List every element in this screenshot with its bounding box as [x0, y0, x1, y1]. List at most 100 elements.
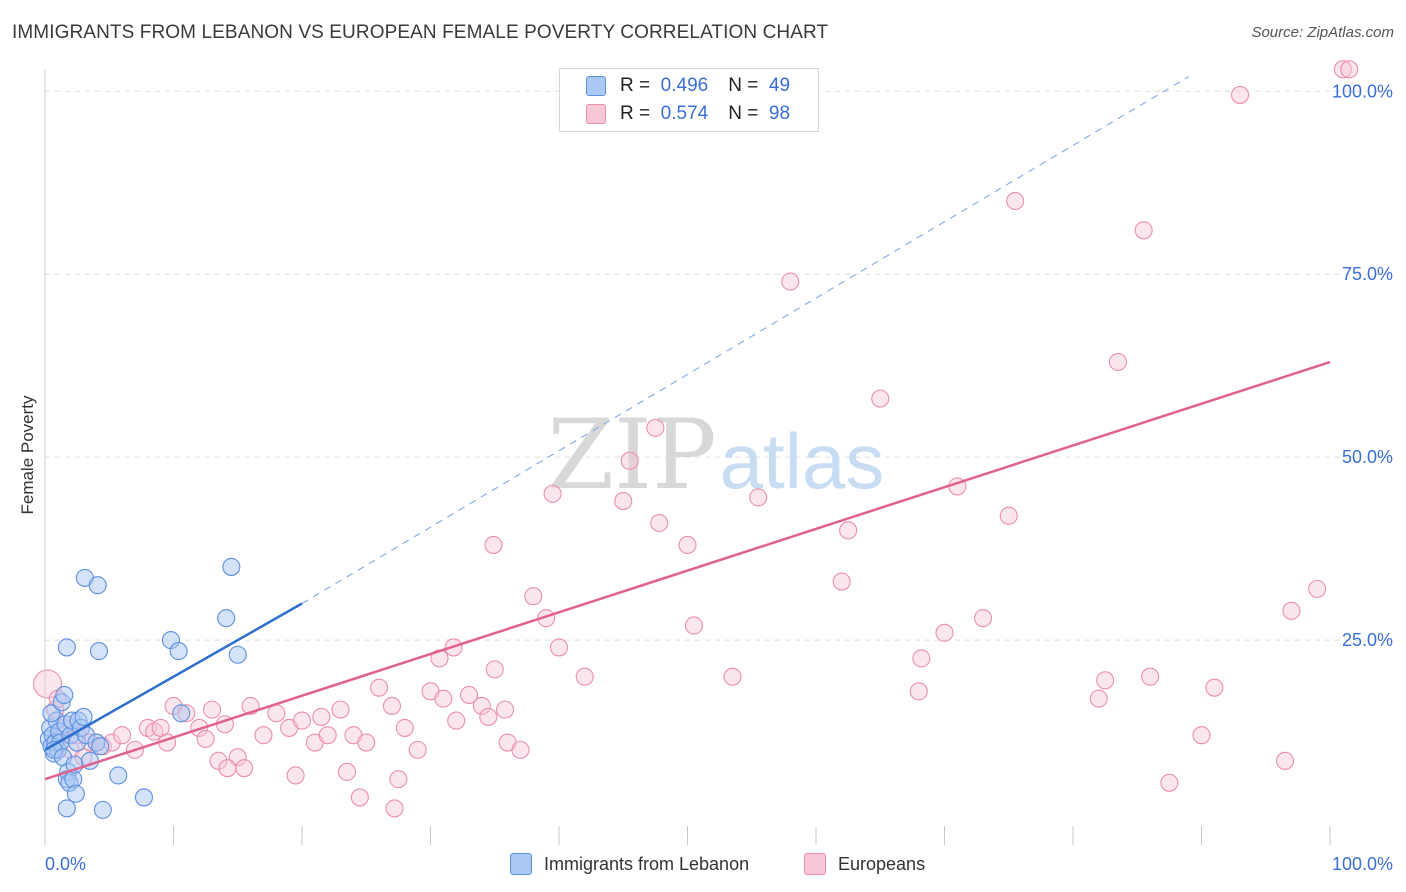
point-europeans [912, 649, 931, 668]
point-europeans [382, 696, 402, 716]
point-europeans [678, 535, 697, 555]
watermark: ZIP atlas [547, 399, 884, 511]
point-europeans [447, 711, 466, 730]
point-europeans [1108, 352, 1128, 372]
legend-swatch-blue [586, 76, 606, 96]
point-europeans [389, 770, 408, 789]
point-lebanon [169, 642, 188, 661]
legend-row-europeans: R = 0.574 N = 98 [586, 101, 790, 127]
point-europeans [749, 488, 768, 507]
legend-row-lebanon: R = 0.496 N = 49 [586, 73, 790, 99]
point-europeans [312, 707, 331, 726]
point-europeans [209, 751, 228, 770]
trend-line-lebanon-extended [301, 76, 1189, 605]
point-europeans [331, 700, 350, 719]
trend-lines [44, 76, 1331, 781]
point-europeans [684, 616, 703, 635]
point-europeans [337, 762, 357, 781]
point-europeans [614, 492, 633, 511]
point-lebanon [74, 707, 93, 726]
point-europeans [1192, 726, 1211, 745]
point-europeans [620, 451, 639, 470]
y-tick-label: 50.0% [1342, 447, 1393, 467]
point-lebanon [66, 784, 85, 803]
point-europeans [973, 609, 993, 628]
point-europeans [1006, 191, 1025, 211]
point-lebanon [228, 645, 247, 664]
point-europeans [459, 685, 479, 705]
point-europeans [781, 272, 800, 291]
point-lebanon [57, 799, 76, 818]
trend-line-europeans [44, 360, 1331, 781]
point-lebanon [91, 737, 110, 756]
point-europeans [549, 638, 569, 657]
point-europeans [832, 572, 851, 591]
point-europeans [1160, 773, 1179, 792]
watermark-atlas: atlas [720, 417, 885, 505]
y-tick-label: 100.0% [1332, 81, 1393, 101]
legend-n-label: N = [728, 75, 759, 96]
point-europeans [1340, 60, 1359, 79]
point-europeans [1275, 751, 1295, 770]
point-europeans [935, 623, 954, 642]
point-europeans [999, 506, 1018, 525]
point-lebanon [134, 788, 153, 807]
point-europeans [235, 759, 254, 778]
x-tick-label: 100.0% [1332, 854, 1393, 874]
legend-n-label: N = [728, 103, 759, 124]
point-europeans [871, 389, 890, 408]
legend-swatch-pink [586, 104, 606, 124]
point-europeans [909, 682, 928, 701]
point-europeans [485, 660, 504, 679]
bottom-legend-europeans: Europeans [804, 851, 925, 877]
point-europeans [495, 700, 515, 719]
source-credit: Source: ZipAtlas.com [1251, 24, 1394, 41]
point-europeans [113, 726, 132, 745]
lebanon-points [39, 557, 247, 819]
point-europeans [646, 418, 665, 437]
point-lebanon [172, 704, 191, 723]
point-europeans [370, 678, 389, 697]
point-europeans [395, 718, 414, 737]
point-europeans [1231, 85, 1250, 104]
point-europeans [484, 535, 503, 555]
point-europeans [650, 513, 669, 533]
bottom-legend-lebanon: Immigrants from Lebanon [510, 851, 749, 877]
point-europeans [203, 700, 222, 719]
point-europeans [318, 726, 337, 745]
watermark-zip: ZIP [547, 399, 716, 511]
point-europeans [350, 788, 369, 807]
point-europeans [196, 729, 215, 748]
point-europeans [1205, 678, 1224, 697]
point-europeans [575, 667, 594, 686]
bottom-legend-label: Immigrants from Lebanon [544, 853, 750, 874]
bottom-swatch-blue [510, 853, 532, 875]
point-europeans [1089, 689, 1108, 708]
point-europeans [385, 799, 404, 818]
point-europeans [357, 733, 376, 752]
point-europeans [1333, 60, 1352, 79]
point-lebanon [55, 685, 74, 705]
point-europeans [839, 521, 858, 540]
point-europeans [218, 759, 237, 778]
stats-legend: R = 0.496 N = 49 R = 0.574 N = 98 [559, 68, 819, 132]
point-europeans [1308, 579, 1327, 598]
point-europeans [267, 704, 286, 723]
y-tick-label: 25.0% [1342, 630, 1393, 650]
point-lebanon [222, 557, 241, 576]
point-lebanon [89, 642, 109, 661]
legend-r-label: R = [620, 75, 651, 96]
point-europeans [1134, 221, 1153, 240]
chart-title: IMMIGRANTS FROM LEBANON VS EUROPEAN FEMA… [12, 22, 829, 43]
point-europeans [524, 587, 543, 606]
point-europeans [292, 711, 312, 730]
point-lebanon [217, 609, 236, 628]
point-europeans [479, 707, 498, 726]
point-europeans [1282, 601, 1301, 620]
trend-line-lebanon [44, 602, 303, 751]
point-lebanon [93, 800, 112, 819]
bottom-legend-label: Europeans [838, 853, 926, 874]
point-europeans [254, 726, 273, 745]
point-europeans [286, 766, 305, 785]
grid-lines [45, 90, 1392, 641]
